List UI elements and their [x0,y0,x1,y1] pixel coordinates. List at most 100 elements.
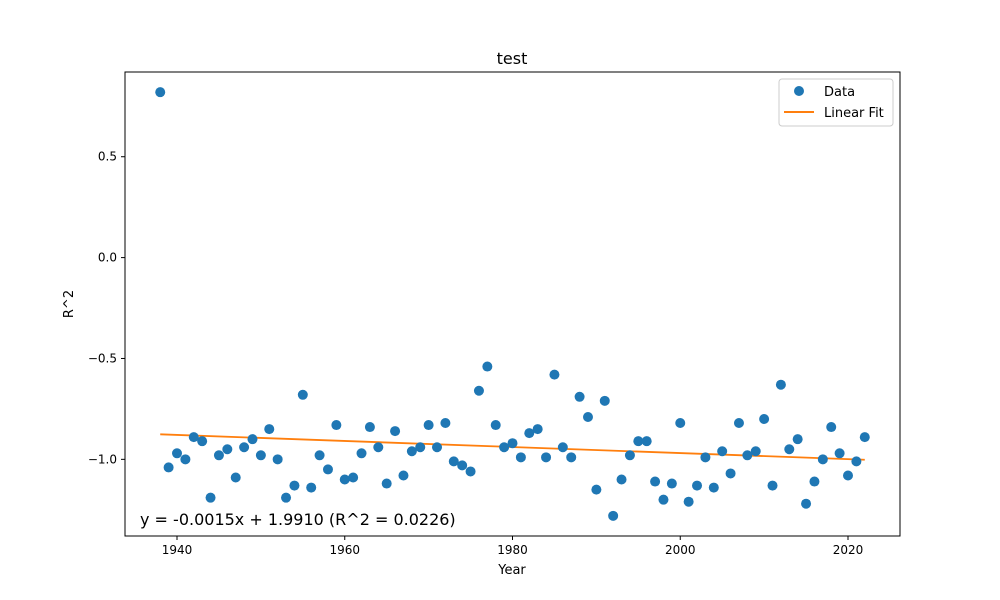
data-point [423,420,434,431]
data-point [322,464,333,475]
legend: Data Linear Fit [778,78,894,127]
x-axis-ticks: 1940 1960 1980 2000 2020 [162,536,864,557]
data-point [675,418,686,429]
data-point [692,480,703,491]
data-point [759,413,770,424]
data-point [348,472,359,483]
data-point [239,442,250,453]
data-point [213,450,224,461]
data-point [658,494,669,505]
data-point [817,454,828,465]
data-point [700,452,711,463]
data-point [255,450,266,461]
x-tick-label: 2020 [833,543,864,557]
data-point [172,448,183,459]
data-point [624,450,635,461]
data-point [591,484,602,495]
data-point [557,442,568,453]
data-point [314,450,325,461]
data-point [356,448,367,459]
data-point [842,470,853,481]
data-point [390,426,401,437]
data-point [457,460,468,471]
legend-frame [778,78,894,127]
legend-data-marker [794,86,804,96]
data-point [515,452,526,463]
plot-area [125,72,900,536]
data-point [775,379,786,390]
data-point [381,478,392,489]
data-point [222,444,233,455]
x-tick-label: 1980 [497,543,528,557]
data-point [473,385,484,396]
data-point [683,496,694,507]
data-point [792,434,803,445]
x-tick-label: 1940 [162,543,193,557]
data-point [264,424,275,435]
data-point [826,422,837,433]
data-point [532,424,543,435]
data-point [339,474,350,485]
data-point [373,442,384,453]
data-point [733,418,744,429]
data-point [666,478,677,489]
data-point [163,462,174,473]
data-point [650,476,661,487]
data-point [616,474,627,485]
data-point [566,452,577,463]
data-point [440,418,451,429]
data-point [851,456,862,467]
data-point [415,442,426,453]
data-point [499,442,510,453]
y-tick-label: 0.0 [98,251,117,265]
data-point [281,492,292,503]
data-point [524,428,535,439]
data-point [406,446,417,457]
x-tick-label: 2000 [665,543,696,557]
data-point [549,369,560,380]
data-point [432,442,443,453]
y-tick-label: −0.5 [88,351,117,365]
data-point [230,472,241,483]
y-axis-ticks: −1.0 −0.5 0.0 0.5 [88,150,125,466]
data-point [247,434,258,445]
x-tick-label: 1960 [329,543,360,557]
data-point [541,452,552,463]
data-point [306,482,317,493]
data-point [717,446,728,457]
data-points-layer [155,87,870,521]
data-point [272,454,283,465]
data-point [599,395,610,406]
data-point [725,468,736,479]
data-point [180,454,191,465]
data-point [398,470,409,481]
data-point [809,476,820,487]
data-point [155,87,166,98]
fit-equation-annotation: y = -0.0015x + 1.9910 (R^2 = 0.0226) [140,510,456,529]
data-point [448,456,459,467]
chart-title: test [497,49,528,68]
data-point [633,436,644,447]
data-point [708,482,719,493]
data-point [834,448,845,459]
legend-fit-label: Linear Fit [824,106,884,121]
x-axis-label: Year [497,563,526,578]
data-point [490,420,501,431]
y-axis-label: R^2 [62,290,77,318]
data-point [801,498,812,509]
y-tick-label: 0.5 [98,150,117,164]
data-point [784,444,795,455]
data-point [608,510,619,521]
data-point [767,480,778,491]
data-point [641,436,652,447]
data-point [742,450,753,461]
data-point [465,466,476,477]
data-point [574,391,585,402]
data-point [482,361,493,372]
y-tick-label: −1.0 [88,452,117,466]
data-point [197,436,208,447]
data-point [297,389,308,400]
data-point [331,420,342,431]
data-point [289,480,300,491]
legend-data-label: Data [824,85,855,100]
